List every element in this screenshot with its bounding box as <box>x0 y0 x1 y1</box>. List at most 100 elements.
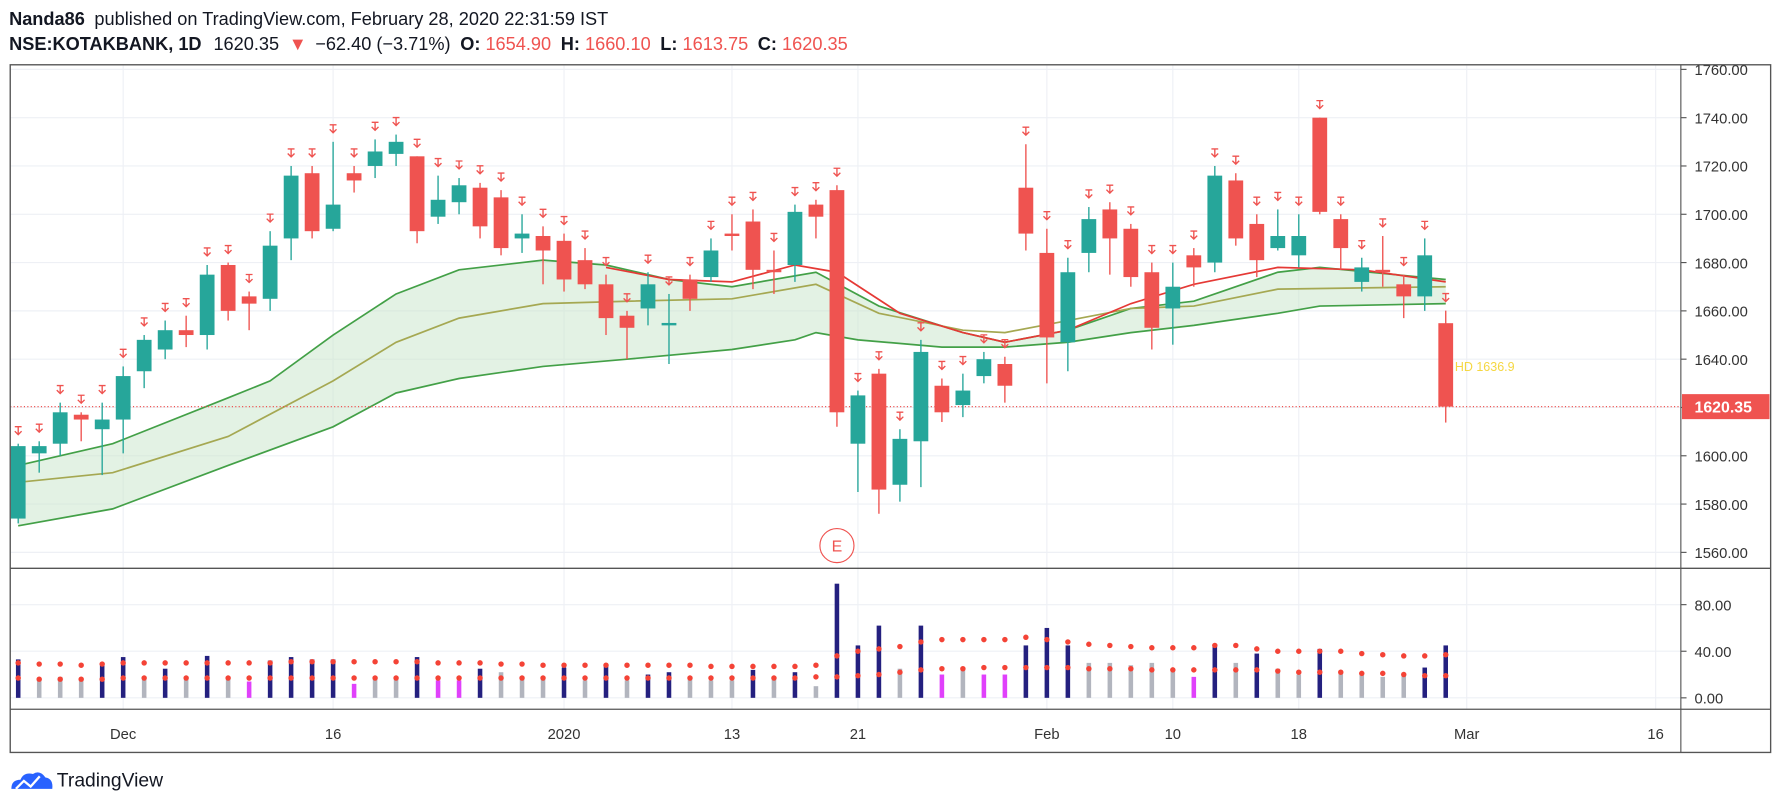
volume-bar <box>834 583 840 698</box>
volume-bar <box>561 667 567 698</box>
volume-bar <box>813 686 819 698</box>
volume-dot <box>120 675 126 681</box>
volume-bar <box>1065 645 1071 698</box>
volume-dot <box>57 661 63 667</box>
volume-dot <box>351 658 357 665</box>
fractal-arrow <box>413 138 421 149</box>
volume-dot <box>750 663 756 670</box>
volume-dot <box>792 663 798 670</box>
fractal-arrow <box>749 191 757 202</box>
volume-dot <box>393 658 399 665</box>
volume-dot <box>1044 636 1050 643</box>
volume-bar <box>1023 645 1029 698</box>
candle-body <box>1102 209 1118 239</box>
frame <box>9 64 1772 754</box>
candle-body <box>535 236 551 251</box>
volume-bar <box>1359 674 1365 698</box>
volume-bar <box>1233 662 1239 698</box>
volume-dot <box>309 658 315 665</box>
high-value: 1660.10 <box>585 34 651 54</box>
fractal-arrow <box>98 384 107 395</box>
volume-dot <box>855 672 861 679</box>
fractal-arrow <box>224 244 233 255</box>
fractal-arrow <box>1399 256 1408 267</box>
band-fill <box>18 260 1446 526</box>
volume-dot <box>1317 669 1323 675</box>
volume-bar <box>1422 667 1428 698</box>
candle-body <box>157 330 173 350</box>
candle-body <box>1207 175 1223 263</box>
fractal-arrow <box>728 196 736 207</box>
candle-body <box>10 446 26 519</box>
volume-bar <box>183 678 189 698</box>
volume-dot <box>1002 664 1008 671</box>
volume-dot <box>519 661 525 667</box>
volume-dot <box>1065 664 1071 671</box>
volume-bar <box>372 676 378 698</box>
fractal-arrow <box>1147 244 1156 255</box>
volume-bar <box>666 672 672 698</box>
volume-dot <box>1317 648 1323 654</box>
candle-body <box>871 373 887 490</box>
volume-dot <box>729 675 735 681</box>
volume-bar <box>1002 674 1008 698</box>
candle-body <box>241 296 257 304</box>
fractal-arrow <box>644 254 652 265</box>
candle-body <box>1249 223 1265 261</box>
header-line-1: Nanda86 published on TradingView.com, Fe… <box>9 9 608 29</box>
volume-bar <box>1191 676 1197 698</box>
fractal-arrow <box>917 322 925 332</box>
volume-bar <box>351 683 357 698</box>
volume-dot <box>36 676 42 682</box>
candle-body <box>178 330 194 336</box>
candle-body <box>787 211 803 265</box>
fractal-arrow <box>392 116 400 127</box>
volume-dot <box>1149 667 1155 673</box>
candle-body <box>430 199 446 217</box>
volume-dot <box>1149 645 1155 651</box>
volume-dot <box>1338 669 1344 675</box>
fractal-arrow <box>875 351 883 361</box>
candle-body <box>808 204 824 217</box>
fractal-arrow <box>791 186 799 197</box>
volume-bar <box>603 665 609 698</box>
fractal-arrow <box>1021 126 1030 137</box>
volume-dot <box>897 643 903 650</box>
candle-body <box>1417 255 1433 297</box>
candle-body <box>1165 286 1181 309</box>
volume-dot <box>1233 667 1239 673</box>
fractal-arrow <box>1273 191 1282 202</box>
volume-dot <box>624 675 630 681</box>
x-tick-label: Feb <box>1034 727 1059 743</box>
fractal-arrow <box>1168 244 1177 255</box>
candle-body <box>1312 117 1328 212</box>
volume-bar <box>981 674 987 698</box>
volume-dot <box>939 636 945 643</box>
volume-dot <box>57 676 63 682</box>
candle-body <box>136 339 152 372</box>
candle-body <box>325 204 341 229</box>
fractal-arrow <box>1189 230 1198 240</box>
fractal-arrow <box>1210 148 1219 158</box>
x-tick-label: 16 <box>1647 727 1663 743</box>
fractal-arrow <box>77 394 86 405</box>
volume-bar <box>1086 662 1092 698</box>
candle-body <box>1354 267 1370 282</box>
volume-dot <box>834 653 840 659</box>
volume-dot <box>771 675 777 681</box>
volume-dot <box>666 675 672 681</box>
open-label: O: <box>460 34 480 54</box>
volume-dot <box>1191 667 1197 673</box>
candle-body <box>493 197 509 249</box>
candle-body <box>304 173 320 232</box>
volume-dot <box>267 675 273 681</box>
fractal-arrow <box>56 384 65 395</box>
volume-dot <box>1359 670 1365 677</box>
fractal-arrow <box>161 302 170 313</box>
volume-bar <box>519 676 525 698</box>
candle-body <box>514 233 530 239</box>
candle-body <box>262 245 278 299</box>
volume-dot <box>309 675 315 681</box>
fractal-arrow <box>14 425 23 436</box>
volume-dot <box>561 675 567 681</box>
